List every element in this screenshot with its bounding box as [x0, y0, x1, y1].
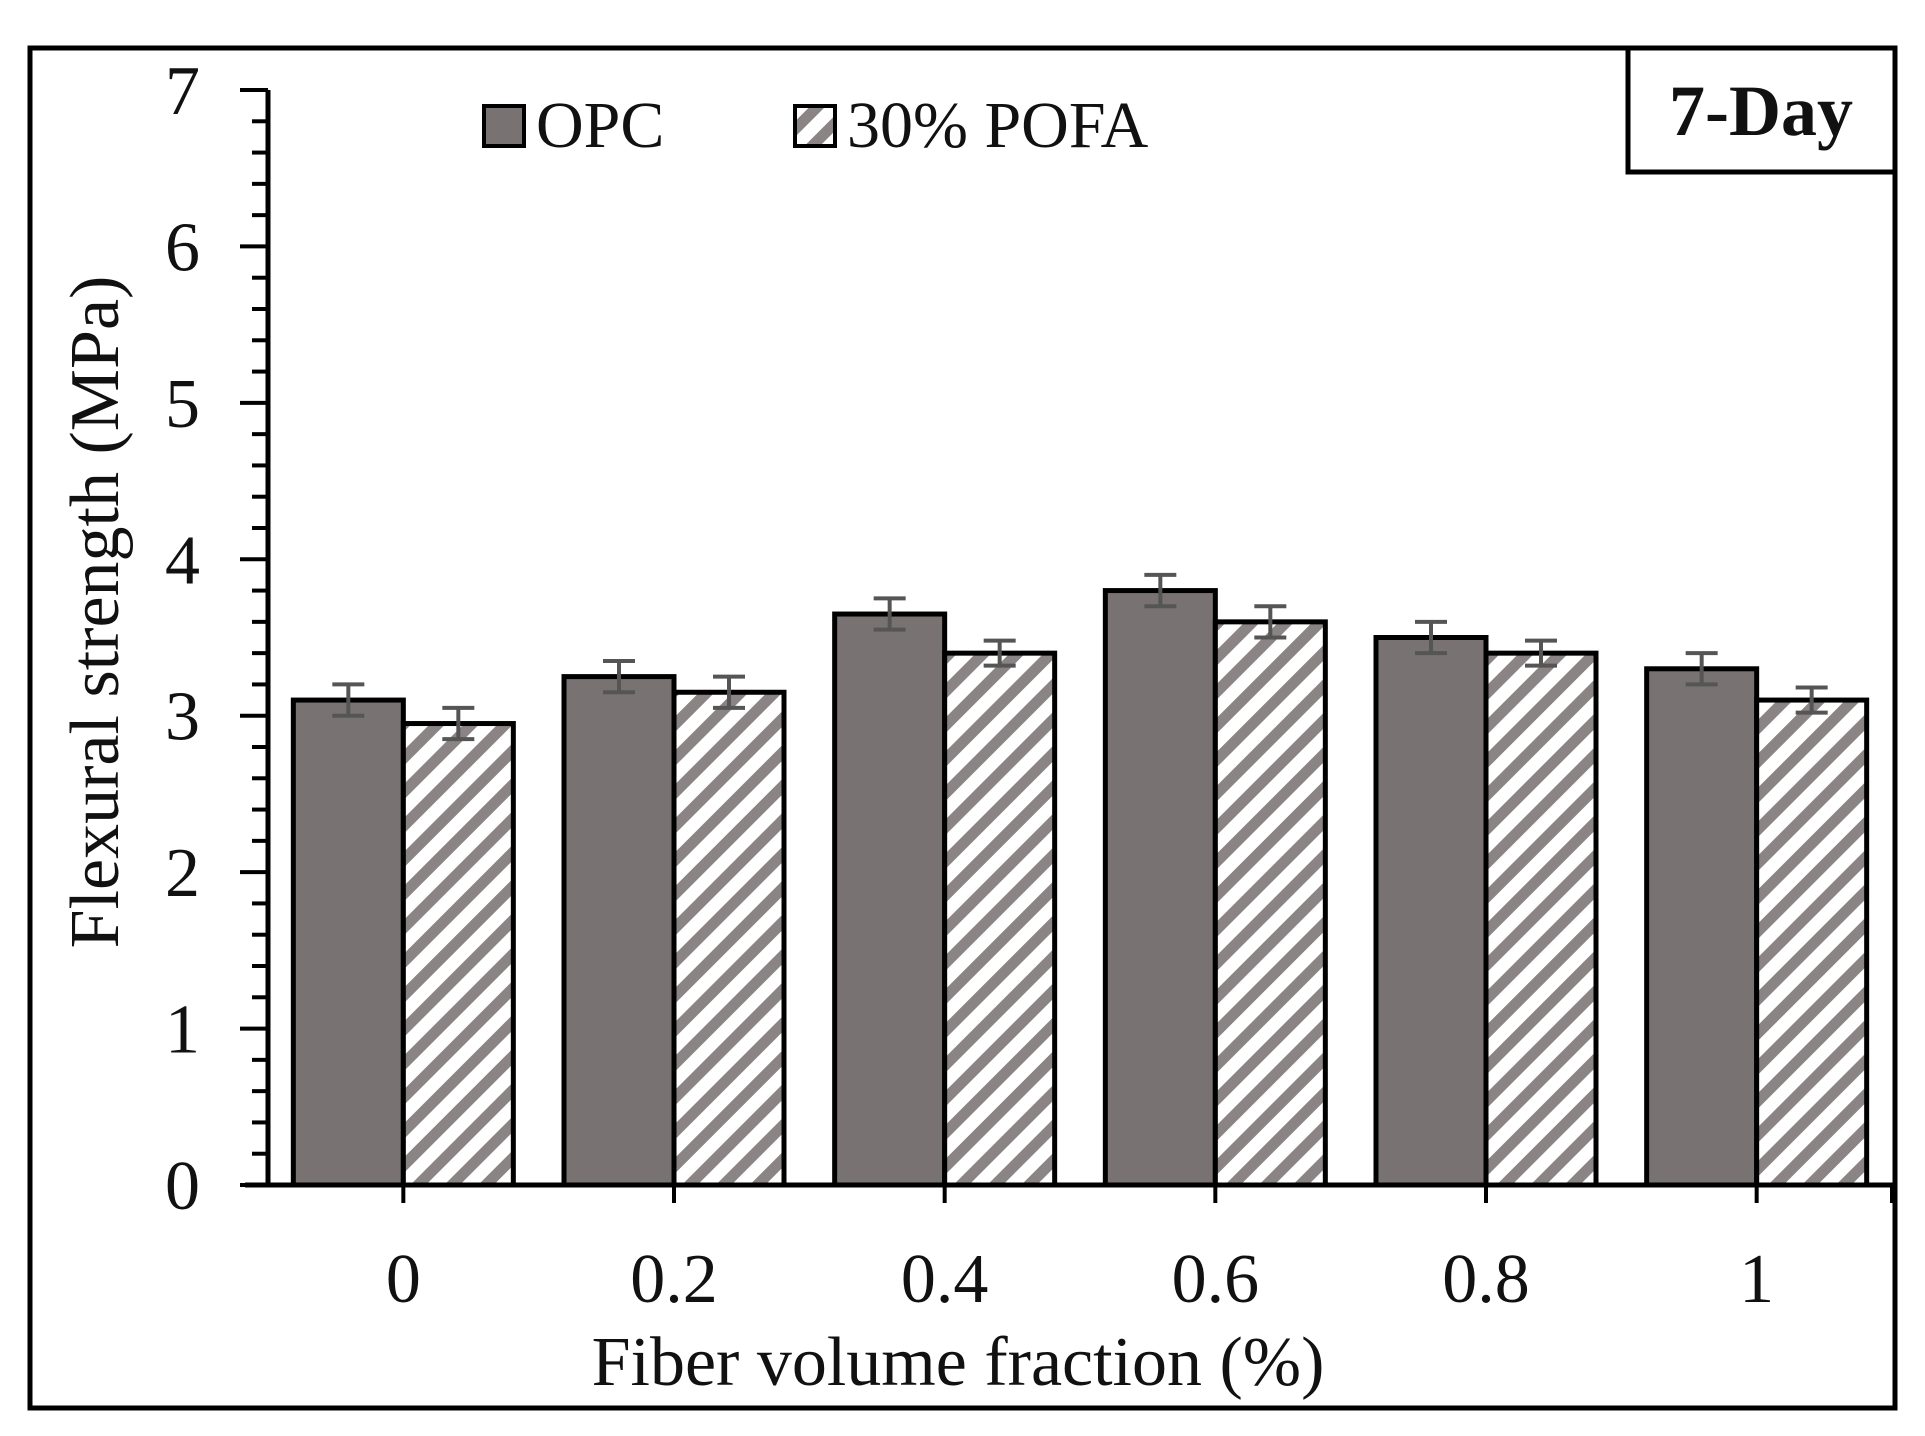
error-bars	[332, 572, 1828, 742]
legend-label-opc: OPC	[536, 89, 664, 162]
y-tick-label: 7	[165, 53, 200, 130]
x-axis: 0 0.2 0.4 0.6 0.8 1	[245, 1182, 1895, 1318]
y-tick-label: 0	[165, 1148, 200, 1225]
bar-pofa	[400, 721, 516, 1188]
bar-pofa	[671, 689, 787, 1188]
bar-opc	[290, 697, 406, 1188]
bar-opc	[1102, 588, 1218, 1188]
legend-swatch-pofa	[793, 104, 837, 148]
legend: OPC 30% POFA	[482, 89, 1149, 162]
legend-swatch-opc	[482, 104, 526, 148]
y-axis-label: Flexural strength (MPa)	[57, 276, 134, 949]
bar-pofa	[1483, 650, 1599, 1188]
bar-opc	[832, 611, 948, 1188]
bars	[290, 588, 1870, 1188]
bar-opc	[1644, 666, 1760, 1188]
bar-pofa	[1754, 697, 1870, 1188]
y-tick-label: 3	[165, 679, 200, 756]
badge-label: 7-Day	[1669, 71, 1853, 151]
y-tick-label: 4	[165, 522, 200, 599]
badge-box	[1625, 45, 1898, 175]
bar-pofa	[1212, 619, 1328, 1188]
y-axis: 0 1 2 3 4 5 6 7	[165, 53, 271, 1225]
x-tick-label: 0.8	[1442, 1241, 1530, 1318]
x-axis-label: Fiber volume fraction (%)	[592, 1324, 1325, 1401]
bar-pofa	[942, 650, 1058, 1188]
y-tick-label: 5	[165, 366, 200, 443]
x-tick-label: 0.6	[1172, 1241, 1260, 1318]
legend-label-pofa: 30% POFA	[847, 89, 1149, 162]
x-tick-label: 1	[1739, 1241, 1774, 1318]
x-tick-label: 0.2	[630, 1241, 718, 1318]
y-tick-label: 2	[165, 835, 200, 912]
x-tick-label: 0.4	[901, 1241, 989, 1318]
bar-opc	[1373, 635, 1489, 1188]
y-tick-label: 1	[165, 992, 200, 1069]
y-tick-label: 6	[165, 209, 200, 286]
bar-opc	[561, 674, 677, 1188]
x-tick-label: 0	[386, 1241, 421, 1318]
